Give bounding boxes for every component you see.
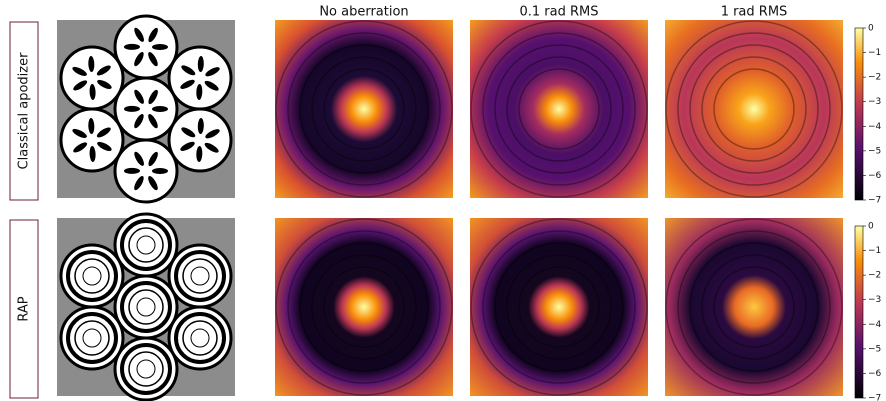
- colorbar-tick-label: −3: [868, 97, 881, 107]
- mask-segment: [169, 307, 231, 369]
- mask-segment: [61, 47, 123, 109]
- mask-segment: [115, 214, 177, 276]
- colorbar-tick-label: 0: [868, 222, 874, 232]
- column-title: No aberration: [319, 5, 408, 20]
- mask-pattern: [152, 44, 168, 50]
- mask-segment: [169, 109, 231, 171]
- colorbar-tick-label: 0: [868, 24, 874, 34]
- mask-segment: [115, 338, 177, 400]
- colorbar-tick-label: −1: [868, 246, 881, 256]
- figure: No aberration 0.1 rad RMS 1 rad RMS Classic…: [0, 0, 886, 401]
- column-title: 0.1 rad RMS: [519, 5, 598, 20]
- mask-segment: [115, 276, 177, 338]
- colorbar-tick-label: −4: [868, 122, 882, 132]
- colorbar-tick-label: −2: [868, 73, 881, 83]
- colorbar-tick-label: −4: [868, 320, 882, 330]
- mask-pattern: [152, 106, 168, 112]
- mask-segment: [61, 307, 123, 369]
- mask-pattern: [152, 168, 168, 174]
- mask-segment: [169, 47, 231, 109]
- colorbar-tick-label: −3: [868, 295, 881, 305]
- row-label: Classical apodizer: [17, 52, 32, 170]
- colorbar-tick-label: −5: [868, 146, 881, 156]
- mask-segment: [169, 245, 231, 307]
- colorbar: [855, 226, 863, 398]
- column-title: 1 rad RMS: [721, 5, 788, 20]
- colorbar-tick-label: −7: [868, 196, 881, 206]
- colorbar-tick-label: −6: [868, 171, 882, 181]
- colorbar-tick-label: −7: [868, 394, 881, 401]
- row-label: RAP: [17, 296, 32, 321]
- colorbar: [855, 28, 863, 200]
- colorbar-tick-label: −1: [868, 48, 881, 58]
- colorbar-tick-label: −5: [868, 344, 881, 354]
- mask-segment: [61, 109, 123, 171]
- colorbar-tick-label: −6: [868, 369, 882, 379]
- mask-segment: [61, 245, 123, 307]
- colorbar-tick-label: −2: [868, 271, 881, 281]
